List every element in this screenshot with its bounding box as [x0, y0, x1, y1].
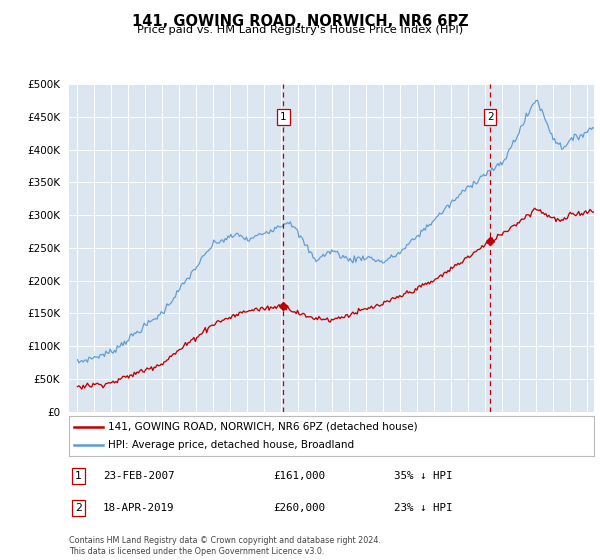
Text: 35% ↓ HPI: 35% ↓ HPI: [395, 471, 453, 481]
Text: 141, GOWING ROAD, NORWICH, NR6 6PZ: 141, GOWING ROAD, NORWICH, NR6 6PZ: [131, 14, 469, 29]
Text: 1: 1: [280, 112, 287, 122]
Text: 23-FEB-2007: 23-FEB-2007: [103, 471, 175, 481]
Text: 1: 1: [75, 471, 82, 481]
Text: 18-APR-2019: 18-APR-2019: [103, 503, 175, 513]
Text: 23% ↓ HPI: 23% ↓ HPI: [395, 503, 453, 513]
Text: 2: 2: [75, 503, 82, 513]
Text: Price paid vs. HM Land Registry's House Price Index (HPI): Price paid vs. HM Land Registry's House …: [137, 25, 463, 35]
Text: £161,000: £161,000: [274, 471, 326, 481]
Text: 141, GOWING ROAD, NORWICH, NR6 6PZ (detached house): 141, GOWING ROAD, NORWICH, NR6 6PZ (deta…: [109, 422, 418, 432]
Text: HPI: Average price, detached house, Broadland: HPI: Average price, detached house, Broa…: [109, 440, 355, 450]
Text: Contains HM Land Registry data © Crown copyright and database right 2024.
This d: Contains HM Land Registry data © Crown c…: [69, 536, 381, 556]
Text: 2: 2: [487, 112, 494, 122]
Text: £260,000: £260,000: [274, 503, 326, 513]
